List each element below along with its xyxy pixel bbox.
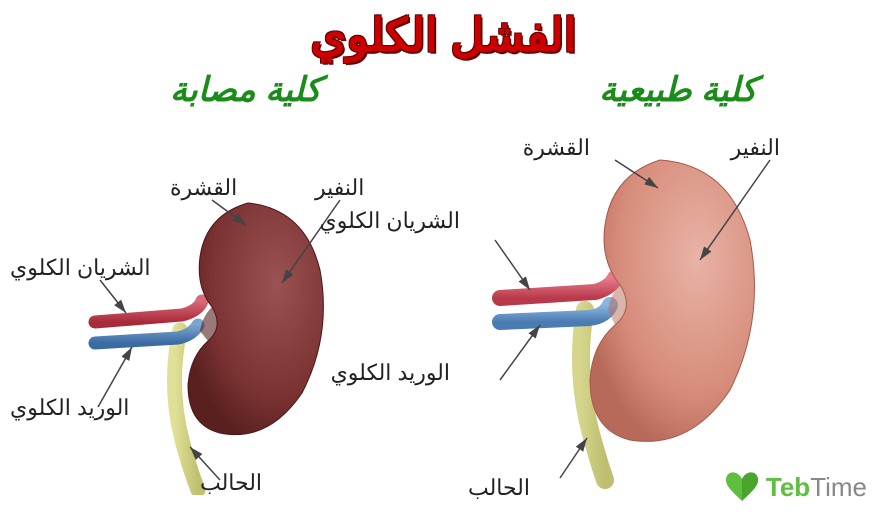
- subtitle-diseased: كلية مصابة: [170, 70, 321, 110]
- label-healthy-vein: الوريد الكلوي: [331, 360, 450, 386]
- logo-time: Time: [810, 472, 867, 502]
- label-healthy-ureter: الحالب: [468, 475, 530, 501]
- label-diseased-ureter: الحالب: [200, 470, 262, 496]
- label-healthy-artery: الشريان الكلوي: [319, 208, 460, 234]
- label-diseased-vein: الوريد الكلوي: [10, 395, 129, 421]
- label-diseased-artery: الشريان الكلوي: [10, 255, 151, 281]
- label-healthy-nephron: النفير: [731, 135, 780, 161]
- subtitle-healthy: كلية طبيعية: [599, 70, 757, 110]
- label-diseased-cortex: القشرة: [170, 175, 237, 201]
- heart-icon: [724, 471, 760, 503]
- logo-text: TebTime: [766, 472, 867, 503]
- logo-teb: Teb: [766, 472, 810, 502]
- main-title: الفشل الكلوي: [311, 8, 577, 62]
- healthy-kidney-diagram: [440, 130, 800, 490]
- label-diseased-nephron: النفير: [315, 175, 364, 201]
- logo: TebTime: [724, 471, 867, 503]
- label-healthy-cortex: القشرة: [523, 135, 590, 161]
